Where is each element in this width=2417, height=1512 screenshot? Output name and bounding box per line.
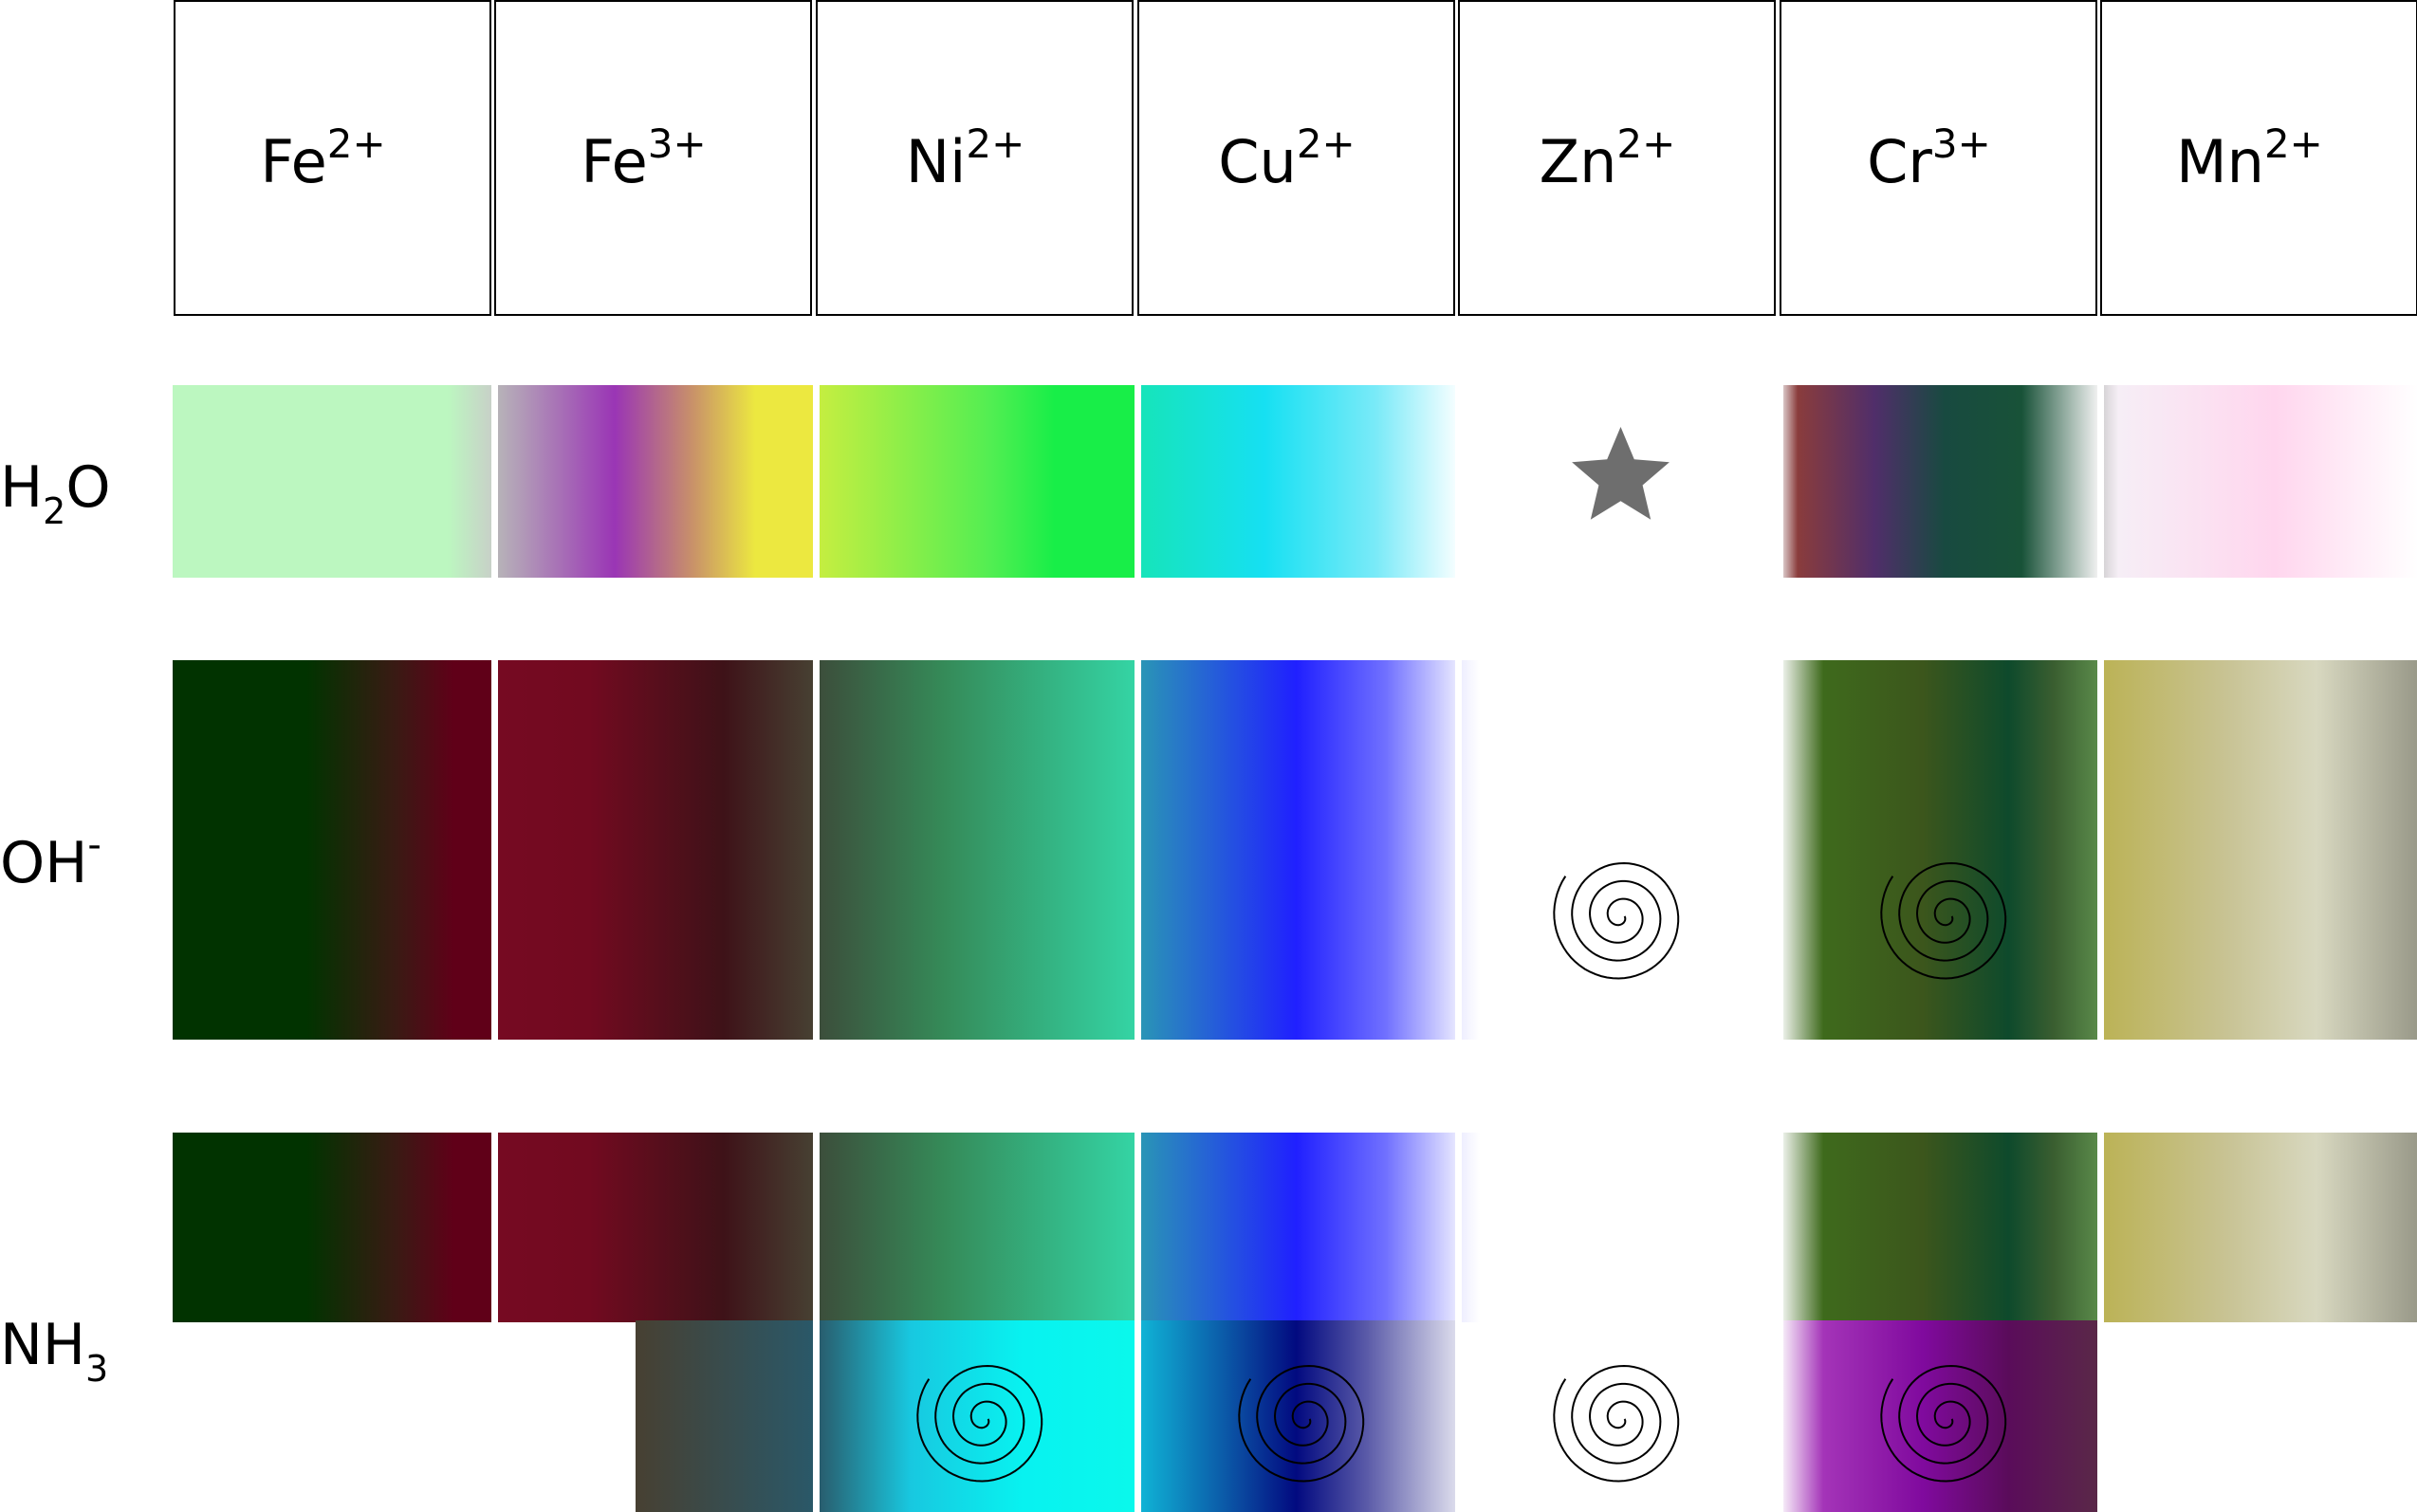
- spiral-icon: [916, 1364, 1043, 1483]
- spiral-icon: [1553, 1364, 1680, 1483]
- band-oh-col-1: [173, 660, 492, 1040]
- ion-header-label: Cr3+: [1867, 120, 1991, 196]
- band-oh-col-3: [815, 660, 1135, 1040]
- band-nh3-col-7: [2099, 1133, 2417, 1322]
- band-oh-col-7: [2099, 660, 2417, 1040]
- reagent-label-nh3: NH3: [0, 1312, 108, 1390]
- ion-header-zn-5: Zn2+: [1458, 0, 1776, 316]
- band-oh-col-4: [1136, 660, 1456, 1040]
- band-nh3_excess-col-3: [815, 1320, 1135, 1512]
- ion-header-box: [1780, 0, 2097, 316]
- spiral-icon: [1880, 1364, 2007, 1483]
- spiral-icon: [1880, 861, 2007, 980]
- ion-header-cr-6: Cr3+: [1780, 0, 2097, 316]
- band-nh3-col-3: [815, 1133, 1135, 1322]
- ion-header-label: Zn2+: [1540, 120, 1676, 196]
- reagent-label-oh: OH-: [0, 823, 101, 896]
- star-icon: [1572, 427, 1670, 520]
- reagent-label-h2o: H2O: [0, 454, 111, 532]
- column-separator: [1135, 379, 1141, 1512]
- ion-header-box: [816, 0, 1134, 316]
- band-nh3_excess-col-4: [1136, 1320, 1456, 1512]
- ion-header-box: [2100, 0, 2417, 316]
- column-separator: [491, 379, 498, 1512]
- spiral-icon: [1553, 861, 1680, 980]
- ion-header-ni-3: Ni2+: [816, 0, 1134, 316]
- column-separator: [1777, 379, 1783, 1512]
- band-h2o-col-4: [1136, 385, 1456, 578]
- ion-header-fe-2: Fe3+: [494, 0, 812, 316]
- band-h2o-col-1: [173, 385, 492, 578]
- ion-header-box: [1458, 0, 1776, 316]
- band-nh3-col-4: [1136, 1133, 1456, 1322]
- ion-header-label: Cu2+: [1218, 120, 1356, 196]
- ion-header-row: Fe2+ Fe3+ Ni2+ Cu2+ Zn2+ Cr3+ Mn2+: [174, 0, 2417, 316]
- band-nh3-col-2: [493, 1133, 813, 1322]
- band-oh-col-2: [493, 660, 813, 1040]
- band-h2o-col-6: [1779, 385, 2098, 578]
- column-separator: [2097, 379, 2104, 1512]
- column-separator: [813, 379, 820, 1512]
- ion-header-cu-4: Cu2+: [1137, 0, 1455, 316]
- ion-header-box: [1137, 0, 1455, 316]
- ion-header-label: Fe2+: [260, 120, 385, 196]
- symbol-layer: [916, 427, 2007, 1483]
- band-nh3_excess-col-2: [636, 1320, 813, 1512]
- ion-header-label: Ni2+: [906, 120, 1025, 196]
- band-nh3_excess-col-6: [1779, 1320, 2098, 1512]
- band-h2o-col-2: [493, 385, 813, 578]
- row-gap: [142, 1040, 2417, 1133]
- reagent-label-column: H2O OH- NH3: [0, 454, 111, 1390]
- ion-header-label: Fe3+: [581, 120, 706, 196]
- row-gap: [142, 578, 2417, 660]
- ion-header-label: Mn2+: [2176, 120, 2323, 196]
- band-oh-col-6: [1779, 660, 2098, 1040]
- ion-header-box: [174, 0, 491, 316]
- band-h2o-col-3: [815, 385, 1135, 578]
- colour-bands: [142, 379, 2417, 1512]
- band-nh3-col-6: [1779, 1133, 2098, 1322]
- spiral-icon: [1238, 1364, 1365, 1483]
- band-nh3-col-1: [173, 1133, 492, 1322]
- column-separator: [1455, 379, 1462, 1512]
- band-h2o-col-7: [2099, 385, 2417, 578]
- ion-header-fe-1: Fe2+: [174, 0, 491, 316]
- ion-header-box: [494, 0, 812, 316]
- ion-header-mn-7: Mn2+: [2100, 0, 2417, 316]
